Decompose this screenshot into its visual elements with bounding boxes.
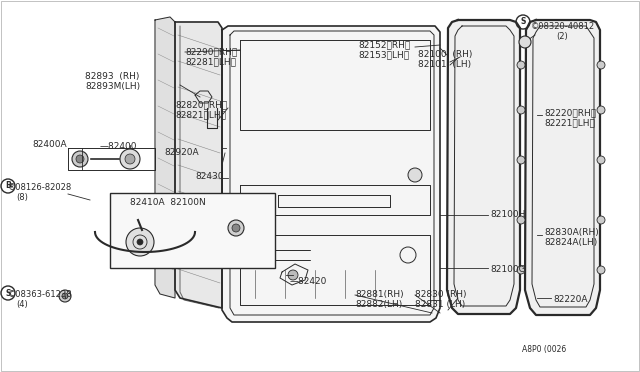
Text: 82893  (RH): 82893 (RH) — [85, 72, 140, 81]
Circle shape — [517, 106, 525, 114]
Text: 82821〈LH〉: 82821〈LH〉 — [175, 110, 226, 119]
Text: 82430: 82430 — [195, 172, 223, 181]
Circle shape — [597, 106, 605, 114]
Circle shape — [232, 224, 240, 232]
Text: 82220A: 82220A — [553, 295, 588, 304]
Text: 82824A(LH): 82824A(LH) — [544, 238, 597, 247]
Text: —82420: —82420 — [290, 277, 328, 286]
Circle shape — [517, 266, 525, 274]
Circle shape — [597, 216, 605, 224]
Circle shape — [519, 36, 531, 48]
Text: 82400A: 82400A — [32, 140, 67, 149]
Text: 82221〈LH〉: 82221〈LH〉 — [544, 118, 595, 127]
Text: ®08126-82028: ®08126-82028 — [8, 183, 72, 192]
Text: A8P0 (0026: A8P0 (0026 — [522, 345, 566, 354]
Text: 82820〈RH〉: 82820〈RH〉 — [175, 100, 227, 109]
Polygon shape — [447, 20, 520, 314]
Circle shape — [125, 154, 135, 164]
Text: 82893M(LH): 82893M(LH) — [85, 82, 140, 91]
Text: 82290〈RH〉: 82290〈RH〉 — [185, 47, 237, 56]
Text: 82830A(RH): 82830A(RH) — [544, 228, 599, 237]
Circle shape — [597, 266, 605, 274]
Text: 82152〈RH〉: 82152〈RH〉 — [358, 40, 410, 49]
Circle shape — [72, 151, 88, 167]
Circle shape — [120, 149, 140, 169]
Polygon shape — [175, 22, 222, 308]
Circle shape — [126, 228, 154, 256]
Circle shape — [228, 220, 244, 236]
Circle shape — [517, 61, 525, 69]
Text: (4): (4) — [16, 300, 28, 309]
Circle shape — [517, 216, 525, 224]
Text: S: S — [520, 17, 525, 26]
Text: 82281〈LH〉: 82281〈LH〉 — [185, 57, 236, 66]
Circle shape — [408, 168, 422, 182]
Text: (8): (8) — [16, 193, 28, 202]
Bar — [110, 193, 275, 268]
Circle shape — [62, 293, 68, 299]
Text: S: S — [5, 289, 11, 298]
Text: 82830 (RH): 82830 (RH) — [415, 290, 467, 299]
Text: ©08363-61238: ©08363-61238 — [8, 290, 72, 299]
Polygon shape — [155, 17, 175, 298]
Polygon shape — [222, 26, 440, 322]
Text: 82882(LH): 82882(LH) — [355, 300, 403, 309]
Circle shape — [288, 270, 298, 280]
Text: 82831 (LH): 82831 (LH) — [415, 300, 465, 309]
Text: (2): (2) — [556, 32, 568, 41]
Text: —82400: —82400 — [100, 142, 138, 151]
Circle shape — [597, 156, 605, 164]
Circle shape — [76, 155, 84, 163]
Text: 82410A  82100N: 82410A 82100N — [130, 198, 205, 207]
Circle shape — [59, 290, 71, 302]
Text: 82101  (LH): 82101 (LH) — [418, 60, 471, 69]
Circle shape — [137, 239, 143, 245]
Text: 82100G: 82100G — [490, 265, 525, 274]
Circle shape — [517, 156, 525, 164]
Circle shape — [597, 61, 605, 69]
Text: ©08320-40812: ©08320-40812 — [531, 22, 595, 31]
Text: 82100  (RH): 82100 (RH) — [418, 50, 472, 59]
Text: 82220〈RH〉: 82220〈RH〉 — [544, 108, 596, 117]
Text: 82881(RH): 82881(RH) — [355, 290, 404, 299]
Polygon shape — [525, 20, 600, 315]
Text: 82100H: 82100H — [490, 210, 525, 219]
Text: B: B — [5, 182, 11, 190]
Text: 82920A: 82920A — [164, 148, 198, 157]
Text: 82153〈LH〉: 82153〈LH〉 — [358, 50, 409, 59]
